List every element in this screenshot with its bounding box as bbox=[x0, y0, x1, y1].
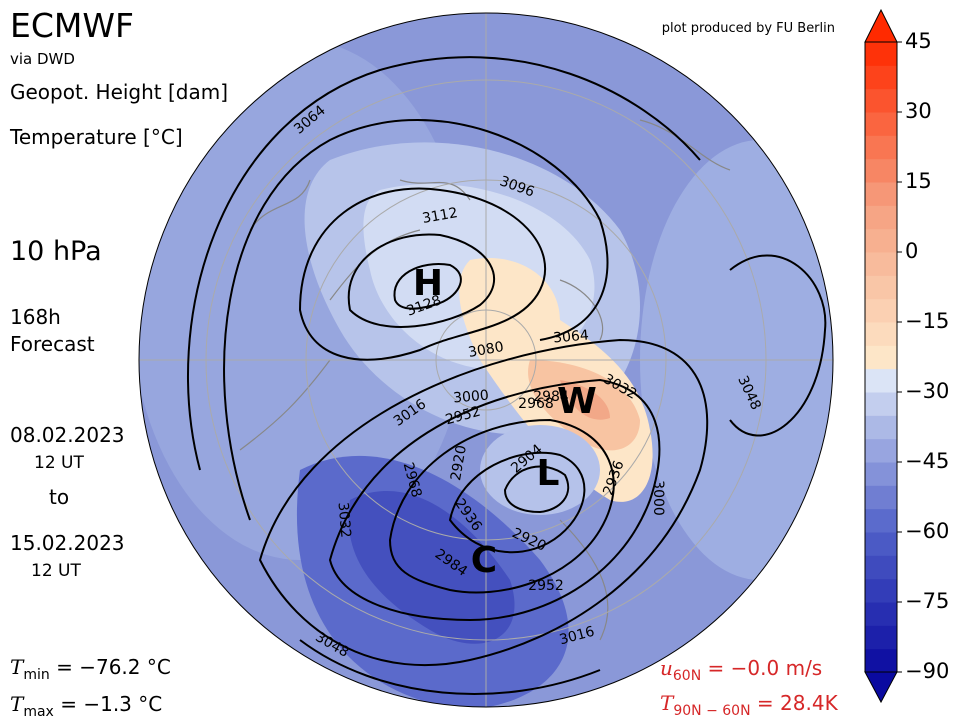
subscript: 90N − 60N bbox=[673, 703, 751, 719]
symbol: T bbox=[10, 655, 24, 679]
colorbar-bin bbox=[865, 648, 897, 673]
start-date: 08.02.2023 bbox=[10, 423, 125, 447]
height-contours bbox=[187, 56, 827, 695]
contour-label: 3112 bbox=[421, 205, 459, 227]
subscript: 60N bbox=[672, 668, 702, 684]
temperature-field bbox=[139, 13, 833, 707]
value: = −76.2 °C bbox=[56, 655, 171, 679]
colorbar-bin bbox=[865, 438, 897, 463]
colorbar-bin bbox=[865, 462, 897, 486]
map-border bbox=[138, 12, 834, 708]
colorbar: 45 30 15 0 −15 −30 −45 −60 −75 −90 bbox=[864, 8, 949, 704]
colorbar-bin bbox=[865, 485, 897, 510]
tmin: Tmin = −76.2 °C bbox=[10, 655, 171, 683]
colorbar-bin bbox=[865, 42, 897, 66]
subscript: min bbox=[23, 667, 50, 683]
contour-label: 3064 bbox=[553, 327, 590, 346]
colorbar-bin bbox=[865, 252, 897, 276]
colorbar-bin bbox=[865, 322, 897, 346]
colorbar-bin bbox=[865, 88, 897, 113]
contour-label: 3032 bbox=[334, 502, 353, 539]
value: = −0.0 m/s bbox=[707, 656, 823, 680]
subscript: max bbox=[23, 704, 54, 720]
colorbar-bin bbox=[865, 65, 897, 90]
colorbar-bin bbox=[865, 602, 897, 626]
start-time: 12 UT bbox=[34, 453, 84, 473]
colorbar-bin bbox=[865, 368, 897, 393]
colorbar-bin bbox=[865, 298, 897, 323]
value: = 28.4K bbox=[756, 691, 838, 715]
colorbar-tick-label: −90 bbox=[905, 659, 949, 683]
symbol: T bbox=[10, 692, 24, 716]
source: via DWD bbox=[10, 50, 75, 68]
colorbar-tick-label: −75 bbox=[905, 589, 949, 613]
colorbar-bin bbox=[865, 228, 897, 253]
colorbar-tick-label: −30 bbox=[905, 379, 949, 403]
colorbar-bin bbox=[865, 135, 897, 160]
contour-label: 3000 bbox=[453, 387, 490, 406]
colorbar-bin bbox=[865, 578, 897, 603]
contour-label: 2952 bbox=[528, 578, 564, 594]
colorbar-extend-top bbox=[864, 8, 898, 43]
colorbar-bin bbox=[865, 625, 897, 650]
end-time: 12 UT bbox=[31, 561, 81, 581]
contour-label: 2984 bbox=[533, 389, 569, 405]
credit: plot produced by FU Berlin bbox=[662, 21, 835, 36]
colorbar-bin bbox=[865, 158, 897, 183]
colorbar-bin bbox=[865, 415, 897, 440]
field-temp: Temperature [°C] bbox=[10, 125, 183, 149]
colorbar-frame bbox=[864, 41, 898, 673]
colorbar-bin bbox=[865, 508, 897, 533]
lead-label: Forecast bbox=[10, 332, 95, 356]
colorbar-bin bbox=[865, 182, 897, 206]
lead-time: 168h bbox=[10, 305, 61, 329]
marker: W bbox=[557, 381, 597, 422]
end-date: 15.02.2023 bbox=[10, 531, 125, 555]
pressure-markers: H WL C bbox=[413, 263, 597, 581]
value: = −1.3 °C bbox=[60, 692, 163, 716]
contour-label: 2920 bbox=[448, 444, 470, 482]
u60: u60N = −0.0 m/s bbox=[660, 656, 822, 684]
colorbar-bin bbox=[865, 275, 897, 300]
colorbar-bin bbox=[865, 112, 897, 136]
tmax: Tmax = −1.3 °C bbox=[10, 692, 162, 720]
contour-label: 3000 bbox=[650, 480, 666, 516]
colorbar-tick-label: −60 bbox=[905, 519, 949, 543]
marker: C bbox=[471, 540, 497, 581]
colorbar-bin bbox=[865, 392, 897, 416]
colorbar-tick-label: −45 bbox=[905, 449, 949, 473]
to: to bbox=[49, 485, 70, 509]
contour-label: 3080 bbox=[467, 339, 505, 361]
contour-label: 2968 bbox=[518, 396, 554, 412]
colorbar-tick-label: −15 bbox=[905, 309, 949, 333]
colorbar-tick-label: 15 bbox=[905, 169, 932, 193]
colorbar-tick-label: 45 bbox=[905, 29, 932, 53]
field-height: Geopot. Height [dam] bbox=[10, 80, 229, 104]
colorbar-tick-label: 0 bbox=[905, 239, 918, 263]
colorbar-bin bbox=[865, 555, 897, 580]
level: 10 hPa bbox=[10, 236, 102, 267]
title: ECMWF bbox=[10, 6, 134, 45]
colorbar-bin bbox=[865, 532, 897, 556]
t9060: T90N − 60N = 28.4K bbox=[660, 691, 838, 719]
colorbar-bin bbox=[865, 345, 897, 370]
symbol: u bbox=[660, 656, 673, 680]
symbol: T bbox=[660, 691, 674, 715]
colorbar-bin bbox=[865, 205, 897, 230]
marker: L bbox=[537, 453, 560, 494]
colorbar-tick-label: 30 bbox=[905, 99, 932, 123]
marker: H bbox=[413, 263, 443, 304]
colorbar-extend-bottom bbox=[864, 671, 898, 704]
